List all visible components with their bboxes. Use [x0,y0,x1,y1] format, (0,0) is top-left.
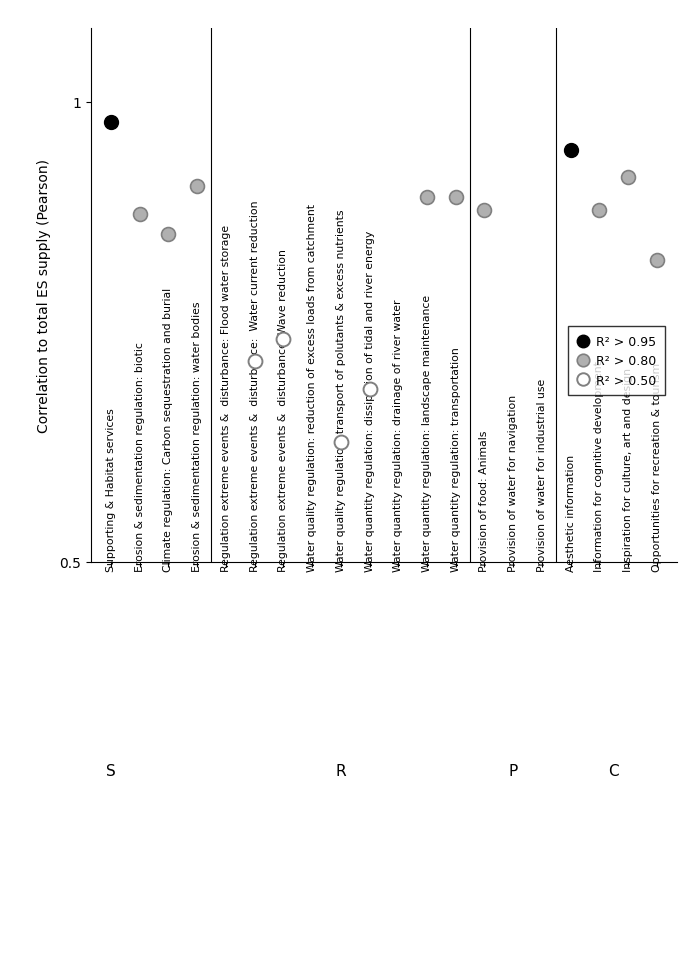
Text: P: P [509,764,518,778]
Text: S: S [106,764,116,778]
Y-axis label: Correlation to total ES supply (Pearson): Correlation to total ES supply (Pearson) [37,159,51,432]
Text: C: C [609,764,619,778]
Legend: R² > 0.95, R² > 0.80, R² > 0.50: R² > 0.95, R² > 0.80, R² > 0.50 [568,327,665,396]
Text: R: R [336,764,346,778]
